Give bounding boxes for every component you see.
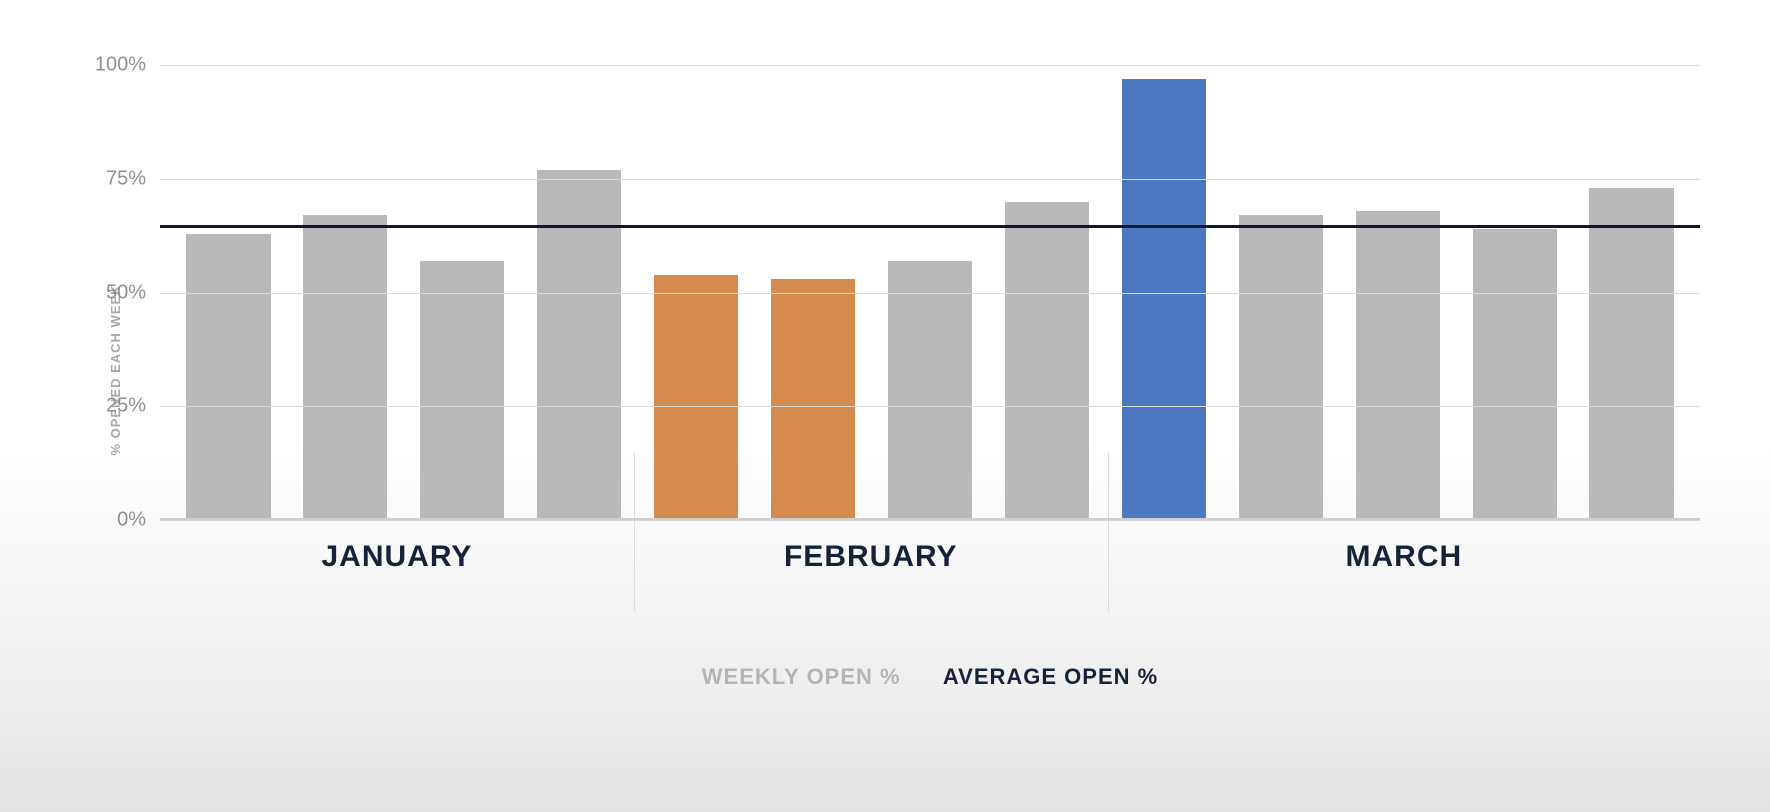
bar-slot bbox=[521, 20, 638, 520]
legend-weekly: WEEKLY OPEN % bbox=[702, 664, 901, 689]
x-axis-baseline bbox=[160, 518, 1700, 520]
y-axis-title: % OPENED EACH WEEK bbox=[108, 284, 123, 455]
month-label: MARCH bbox=[1108, 540, 1700, 600]
bar bbox=[1122, 79, 1206, 520]
bar-slot bbox=[1573, 20, 1690, 520]
bar bbox=[1239, 215, 1323, 520]
bar-slot bbox=[1456, 20, 1573, 520]
bar-slot bbox=[287, 20, 404, 520]
bar-slot bbox=[404, 20, 521, 520]
y-tick-label: 25% bbox=[106, 395, 146, 418]
month-separator bbox=[1108, 452, 1109, 612]
month-separator bbox=[634, 452, 635, 612]
bars-container bbox=[160, 20, 1700, 520]
y-tick-label: 100% bbox=[95, 54, 146, 77]
bar bbox=[537, 170, 621, 520]
bar bbox=[771, 279, 855, 520]
gridline bbox=[160, 179, 1700, 180]
bar-slot bbox=[755, 20, 872, 520]
bar-slot bbox=[638, 20, 755, 520]
bar bbox=[186, 234, 270, 520]
bar-slot bbox=[1222, 20, 1339, 520]
legend: WEEKLY OPEN % AVERAGE OPEN % bbox=[160, 664, 1700, 690]
bar-slot bbox=[872, 20, 989, 520]
plot-area: 0%25%50%75%100% bbox=[160, 20, 1700, 520]
bar-slot bbox=[1339, 20, 1456, 520]
bar-slot bbox=[988, 20, 1105, 520]
y-tick-label: 50% bbox=[106, 281, 146, 304]
bar bbox=[1005, 202, 1089, 520]
gridline bbox=[160, 293, 1700, 294]
gridline bbox=[160, 406, 1700, 407]
gridline bbox=[160, 520, 1700, 521]
gridline bbox=[160, 65, 1700, 66]
month-label: JANUARY bbox=[160, 540, 634, 600]
bar bbox=[1356, 211, 1440, 520]
y-tick-label: 0% bbox=[117, 509, 146, 532]
bar bbox=[1473, 229, 1557, 520]
legend-average: AVERAGE OPEN % bbox=[943, 664, 1158, 689]
bar bbox=[654, 275, 738, 520]
month-labels: JANUARYFEBRUARYMARCH bbox=[160, 540, 1700, 600]
bar-slot bbox=[1105, 20, 1222, 520]
bar bbox=[1589, 188, 1673, 520]
bar bbox=[888, 261, 972, 520]
bar-slot bbox=[170, 20, 287, 520]
bar bbox=[303, 215, 387, 520]
y-tick-label: 75% bbox=[106, 168, 146, 191]
bar bbox=[420, 261, 504, 520]
month-label: FEBRUARY bbox=[634, 540, 1108, 600]
open-rate-chart: % OPENED EACH WEEK 0%25%50%75%100% JANUA… bbox=[70, 20, 1700, 720]
